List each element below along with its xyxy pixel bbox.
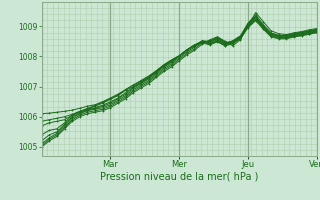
X-axis label: Pression niveau de la mer( hPa ): Pression niveau de la mer( hPa ) xyxy=(100,172,258,182)
